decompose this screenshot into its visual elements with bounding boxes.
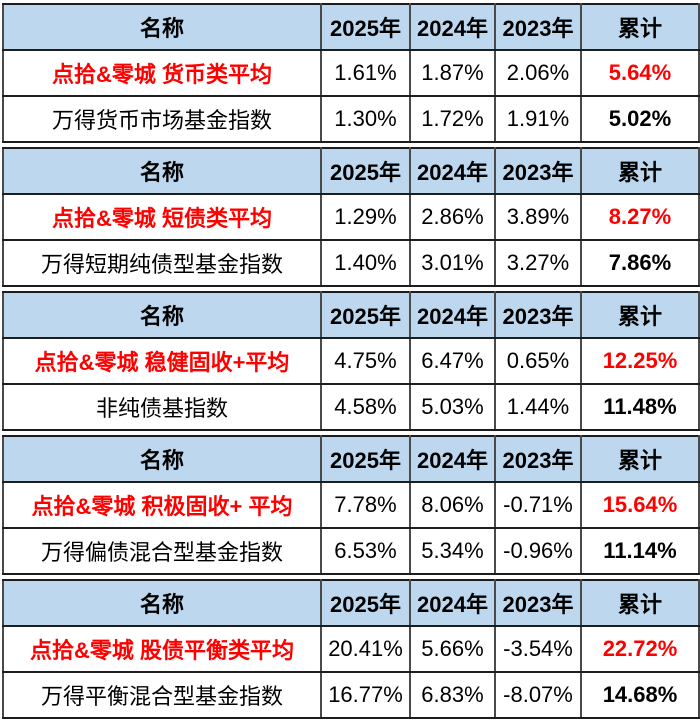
fund-name-cell: 点拾&零城 货币类平均 bbox=[2, 49, 322, 97]
value-2023-cell: -0.71% bbox=[494, 481, 582, 529]
header-row: 名称 2025年 2024年 2023年 累计 bbox=[2, 3, 700, 51]
cumulative-value-cell: 11.14% bbox=[580, 527, 700, 575]
value-2025-cell: 1.29% bbox=[320, 193, 411, 241]
fund-name-cell: 非纯债基指数 bbox=[2, 383, 322, 431]
average-data-row: 点拾&零城 短债类平均 1.29% 2.86% 3.89% 8.27% bbox=[2, 193, 700, 241]
cumulative-value-cell: 5.64% bbox=[580, 49, 700, 97]
value-2024-cell: 2.86% bbox=[409, 193, 496, 241]
fund-name-cell: 万得偏债混合型基金指数 bbox=[2, 527, 322, 575]
value-2023-cell: 1.91% bbox=[494, 95, 582, 143]
value-2024-cell: 6.83% bbox=[409, 671, 496, 719]
column-header-2023: 2023年 bbox=[494, 291, 582, 339]
cumulative-value-cell: 8.27% bbox=[580, 193, 700, 241]
column-header-2023: 2023年 bbox=[494, 435, 582, 483]
column-header-cumulative: 累计 bbox=[580, 147, 700, 195]
average-data-row: 点拾&零城 股债平衡类平均 20.41% 5.66% -3.54% 22.72% bbox=[2, 625, 700, 673]
performance-table-3: 名称 2025年 2024年 2023年 累计 点拾&零城 稳健固收+平均 4.75% 6.4… bbox=[2, 291, 700, 431]
fund-name-cell: 点拾&零城 积极固收+ 平均 bbox=[2, 481, 322, 529]
cumulative-value-cell: 7.86% bbox=[580, 239, 700, 287]
value-2023-cell: 1.44% bbox=[494, 383, 582, 431]
cumulative-value-cell: 11.48% bbox=[580, 383, 700, 431]
index-data-row: 万得货币市场基金指数 1.30% 1.72% 1.91% 5.02% bbox=[2, 95, 700, 143]
value-2024-cell: 3.01% bbox=[409, 239, 496, 287]
header-row: 名称 2025年 2024年 2023年 累计 bbox=[2, 147, 700, 195]
column-header-2023: 2023年 bbox=[494, 147, 582, 195]
value-2025-cell: 4.75% bbox=[320, 337, 411, 385]
fund-name-cell: 点拾&零城 股债平衡类平均 bbox=[2, 625, 322, 673]
fund-name-cell: 万得短期纯债型基金指数 bbox=[2, 239, 322, 287]
header-row: 名称 2025年 2024年 2023年 累计 bbox=[2, 291, 700, 339]
value-2023-cell: -8.07% bbox=[494, 671, 582, 719]
value-2024-cell: 1.87% bbox=[409, 49, 496, 97]
value-2024-cell: 5.66% bbox=[409, 625, 496, 673]
column-header-2023: 2023年 bbox=[494, 3, 582, 51]
value-2025-cell: 1.61% bbox=[320, 49, 411, 97]
column-header-cumulative: 累计 bbox=[580, 3, 700, 51]
performance-table-2: 名称 2025年 2024年 2023年 累计 点拾&零城 短债类平均 1.29% 2.86%… bbox=[2, 147, 700, 287]
column-header-2024: 2024年 bbox=[409, 147, 496, 195]
performance-table-4: 名称 2025年 2024年 2023年 累计 点拾&零城 积极固收+ 平均 7.78% 8.… bbox=[2, 435, 700, 575]
index-data-row: 万得短期纯债型基金指数 1.40% 3.01% 3.27% 7.86% bbox=[2, 239, 700, 287]
average-data-row: 点拾&零城 积极固收+ 平均 7.78% 8.06% -0.71% 15.64% bbox=[2, 481, 700, 529]
column-header-2025: 2025年 bbox=[320, 435, 411, 483]
value-2025-cell: 16.77% bbox=[320, 671, 411, 719]
value-2023-cell: -3.54% bbox=[494, 625, 582, 673]
header-row: 名称 2025年 2024年 2023年 累计 bbox=[2, 579, 700, 627]
value-2023-cell: -0.96% bbox=[494, 527, 582, 575]
column-header-2025: 2025年 bbox=[320, 3, 411, 51]
column-header-2025: 2025年 bbox=[320, 291, 411, 339]
fund-name-cell: 万得货币市场基金指数 bbox=[2, 95, 322, 143]
column-header-2024: 2024年 bbox=[409, 3, 496, 51]
performance-table-5: 名称 2025年 2024年 2023年 累计 点拾&零城 股债平衡类平均 20.41% 5.… bbox=[2, 579, 700, 719]
column-header-cumulative: 累计 bbox=[580, 435, 700, 483]
value-2025-cell: 1.30% bbox=[320, 95, 411, 143]
fund-name-cell: 点拾&零城 短债类平均 bbox=[2, 193, 322, 241]
fund-name-cell: 万得平衡混合型基金指数 bbox=[2, 671, 322, 719]
cumulative-value-cell: 14.68% bbox=[580, 671, 700, 719]
column-header-2025: 2025年 bbox=[320, 147, 411, 195]
value-2024-cell: 5.03% bbox=[409, 383, 496, 431]
column-header-2024: 2024年 bbox=[409, 435, 496, 483]
value-2025-cell: 20.41% bbox=[320, 625, 411, 673]
index-data-row: 万得偏债混合型基金指数 6.53% 5.34% -0.96% 11.14% bbox=[2, 527, 700, 575]
value-2024-cell: 5.34% bbox=[409, 527, 496, 575]
index-data-row: 非纯债基指数 4.58% 5.03% 1.44% 11.48% bbox=[2, 383, 700, 431]
column-header-2024: 2024年 bbox=[409, 291, 496, 339]
column-header-cumulative: 累计 bbox=[580, 579, 700, 627]
performance-table-1: 名称 2025年 2024年 2023年 累计 点拾&零城 货币类平均 1.61% 1.87%… bbox=[2, 3, 700, 143]
column-header-2025: 2025年 bbox=[320, 579, 411, 627]
column-header-name: 名称 bbox=[2, 435, 322, 483]
value-2023-cell: 0.65% bbox=[494, 337, 582, 385]
column-header-2024: 2024年 bbox=[409, 579, 496, 627]
value-2025-cell: 7.78% bbox=[320, 481, 411, 529]
fund-performance-tables: 名称 2025年 2024年 2023年 累计 点拾&零城 货币类平均 1.61% 1.87%… bbox=[2, 3, 700, 719]
header-row: 名称 2025年 2024年 2023年 累计 bbox=[2, 435, 700, 483]
value-2025-cell: 1.40% bbox=[320, 239, 411, 287]
average-data-row: 点拾&零城 稳健固收+平均 4.75% 6.47% 0.65% 12.25% bbox=[2, 337, 700, 385]
column-header-name: 名称 bbox=[2, 3, 322, 51]
column-header-name: 名称 bbox=[2, 291, 322, 339]
cumulative-value-cell: 15.64% bbox=[580, 481, 700, 529]
column-header-2023: 2023年 bbox=[494, 579, 582, 627]
column-header-cumulative: 累计 bbox=[580, 291, 700, 339]
cumulative-value-cell: 12.25% bbox=[580, 337, 700, 385]
value-2023-cell: 2.06% bbox=[494, 49, 582, 97]
value-2024-cell: 1.72% bbox=[409, 95, 496, 143]
column-header-name: 名称 bbox=[2, 147, 322, 195]
value-2024-cell: 6.47% bbox=[409, 337, 496, 385]
value-2025-cell: 6.53% bbox=[320, 527, 411, 575]
value-2025-cell: 4.58% bbox=[320, 383, 411, 431]
value-2023-cell: 3.27% bbox=[494, 239, 582, 287]
index-data-row: 万得平衡混合型基金指数 16.77% 6.83% -8.07% 14.68% bbox=[2, 671, 700, 719]
fund-name-cell: 点拾&零城 稳健固收+平均 bbox=[2, 337, 322, 385]
cumulative-value-cell: 22.72% bbox=[580, 625, 700, 673]
cumulative-value-cell: 5.02% bbox=[580, 95, 700, 143]
column-header-name: 名称 bbox=[2, 579, 322, 627]
average-data-row: 点拾&零城 货币类平均 1.61% 1.87% 2.06% 5.64% bbox=[2, 49, 700, 97]
value-2024-cell: 8.06% bbox=[409, 481, 496, 529]
value-2023-cell: 3.89% bbox=[494, 193, 582, 241]
